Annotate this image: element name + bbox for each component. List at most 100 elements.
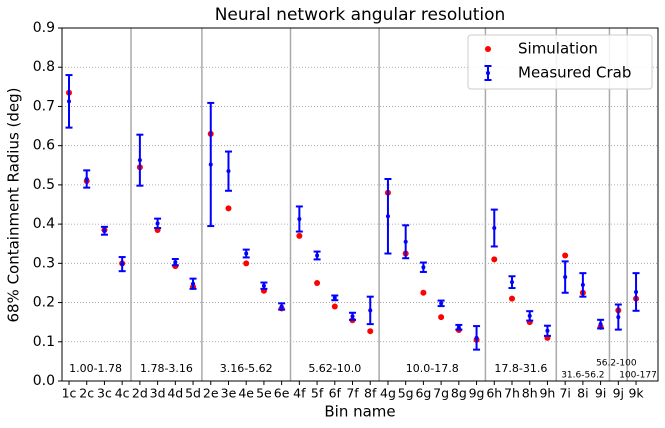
measured-point [297, 217, 302, 222]
x-tick-label: 6g [415, 386, 431, 401]
measured-point [350, 314, 355, 319]
simulation-point [367, 328, 374, 335]
x-tick-label: 9h [539, 386, 555, 401]
measured-point [598, 322, 603, 327]
measured-point [385, 214, 390, 219]
measured-point [545, 328, 550, 333]
simulation-point [562, 252, 569, 259]
y-tick-label: 0.4 [33, 216, 55, 232]
x-tick-label: 8h [522, 386, 538, 401]
x-tick-label: 7h [504, 386, 520, 401]
x-tick-label: 6h [486, 386, 502, 401]
y-tick-label: 0.8 [33, 59, 55, 75]
x-axis-label: Bin name [324, 403, 395, 421]
x-tick-label: 3d [150, 386, 166, 401]
y-tick-label: 0.3 [33, 255, 55, 271]
y-tick-label: 0.2 [33, 295, 55, 311]
measured-point [191, 281, 196, 286]
legend-label: Simulation [518, 40, 598, 58]
measured-point [84, 177, 89, 182]
legend-label: Measured Crab [518, 64, 631, 82]
x-tick-label: 3e [221, 386, 237, 401]
measured-point [137, 158, 142, 163]
x-tick-label: 4f [293, 386, 306, 401]
y-tick-label: 0.1 [33, 334, 55, 350]
measured-point [120, 262, 125, 267]
measured-point [261, 283, 266, 288]
measured-point [474, 335, 479, 340]
x-tick-label: 7f [346, 386, 359, 401]
x-tick-label: 4e [238, 386, 254, 401]
y-tick-label: 0.5 [33, 177, 55, 193]
x-tick-label: 6f [329, 386, 342, 401]
y-tick-label: 0.6 [33, 138, 55, 154]
simulation-point [296, 232, 303, 239]
measured-point [403, 239, 408, 244]
group-label: 1.78-3.16 [140, 362, 193, 375]
measured-point [67, 99, 71, 104]
group-label: 1.00-1.78 [69, 362, 122, 375]
measured-point [510, 280, 514, 285]
simulation-point [314, 279, 321, 286]
group-label: 100-177 [619, 371, 657, 381]
simulation-point [225, 205, 232, 212]
measured-point [244, 251, 249, 256]
x-tick-label: 9k [628, 386, 644, 401]
measured-point [563, 275, 568, 280]
group-label: 31.6-56.2 [561, 371, 604, 381]
simulation-point [438, 314, 445, 321]
x-tick-label: 6e [274, 386, 290, 401]
x-tick-label: 8f [364, 386, 377, 401]
x-tick-label: 2c [79, 386, 94, 401]
simulation-point [491, 256, 498, 263]
x-tick-label: 7i [559, 386, 570, 401]
group-label: 3.16-5.62 [220, 362, 273, 375]
simulation-point [509, 295, 515, 302]
measured-point [173, 260, 178, 265]
x-tick-label: 8i [577, 386, 588, 401]
legend-marker [485, 46, 491, 52]
x-tick-label: 4g [380, 386, 396, 401]
y-tick-label: 0.7 [33, 98, 55, 114]
measured-point [616, 315, 621, 320]
x-tick-label: 9i [595, 386, 606, 401]
measured-point [527, 313, 532, 318]
x-tick-label: 4d [167, 386, 183, 401]
measured-point [368, 308, 373, 313]
x-tick-label: 5d [185, 386, 201, 401]
x-tick-label: 5e [256, 386, 272, 401]
measured-point [279, 304, 284, 309]
simulation-point [331, 303, 338, 310]
measured-point [492, 226, 497, 231]
chart-title: Neural network angular resolution [215, 5, 506, 25]
measured-point [456, 325, 461, 330]
x-tick-label: 9j [613, 386, 624, 401]
measured-point [226, 169, 231, 174]
x-tick-label: 2d [132, 386, 148, 401]
y-tick-label: 0.0 [33, 373, 55, 389]
measured-point [439, 301, 444, 306]
measured-point [332, 295, 337, 300]
measured-point [102, 228, 107, 233]
plot-frame [61, 27, 659, 382]
y-axis-label: 68% Containment Radius (deg) [5, 87, 23, 322]
group-label: 17.8-31.6 [494, 362, 547, 375]
x-tick-label: 5g [398, 386, 414, 401]
measured-point [580, 282, 585, 287]
y-tick-label: 0.9 [33, 20, 55, 36]
group-label: 56.2-100 [596, 359, 637, 369]
measured-point [634, 289, 639, 294]
x-tick-label: 9g [469, 386, 485, 401]
measured-point [155, 221, 160, 226]
x-tick-label: 3c [97, 386, 112, 401]
simulation-point [420, 289, 427, 296]
x-tick-label: 1c [62, 386, 77, 401]
x-tick-label: 2e [203, 386, 219, 401]
x-tick-label: 7g [433, 386, 449, 401]
x-tick-label: 4c [115, 386, 130, 401]
x-tick-label: 8g [451, 386, 467, 401]
measured-point [208, 162, 213, 167]
x-tick-label: 5f [311, 386, 324, 401]
group-label: 10.0-17.8 [406, 362, 459, 375]
